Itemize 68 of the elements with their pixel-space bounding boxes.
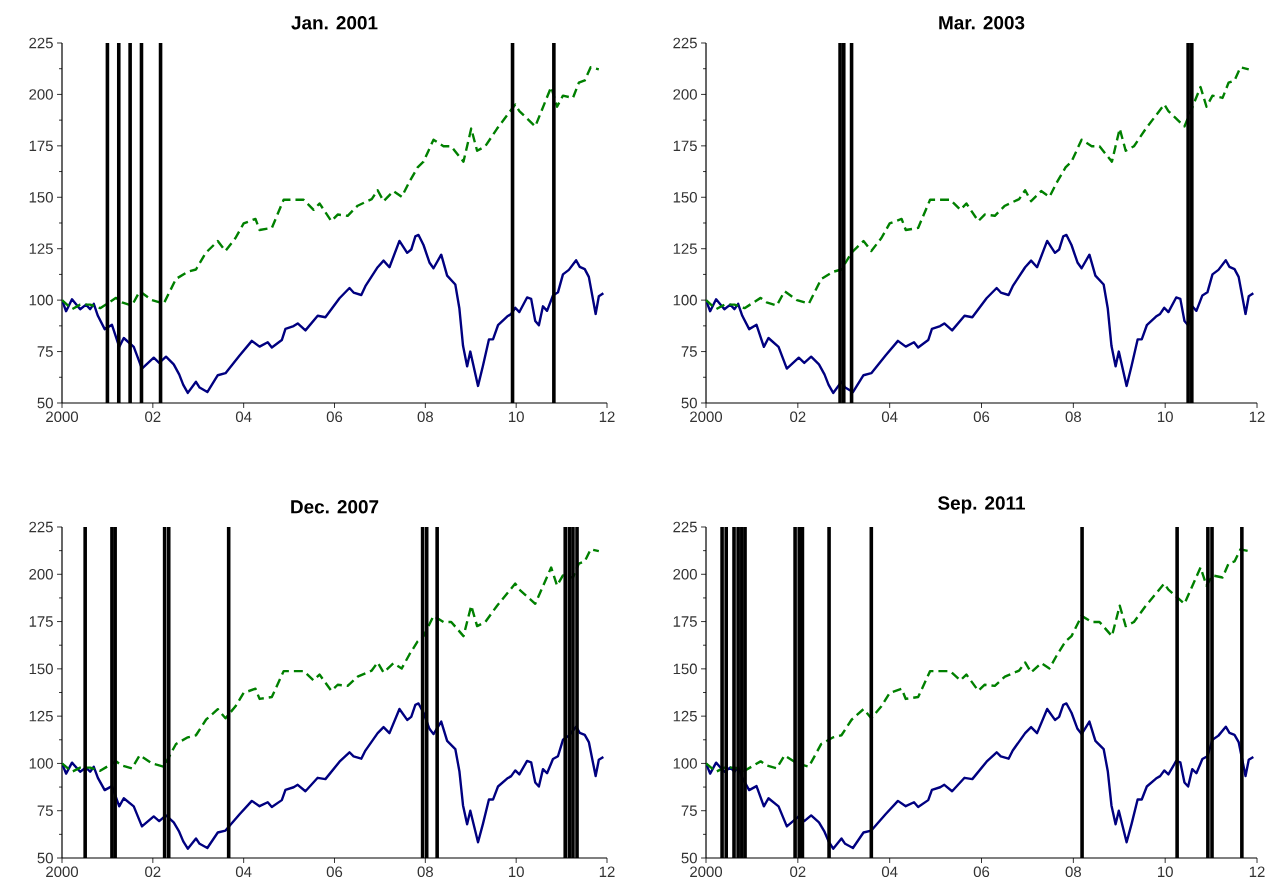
y-tick-label: 50 bbox=[37, 852, 53, 864]
y-tick-label: 225 bbox=[673, 521, 697, 533]
line-series bbox=[62, 233, 605, 395]
x-tick-label: 04 bbox=[235, 411, 252, 423]
y-tick-label: 100 bbox=[673, 294, 697, 306]
y-tick-label: 125 bbox=[29, 243, 53, 254]
x-tick-label: 12 bbox=[599, 866, 615, 877]
y-tick-label: 75 bbox=[37, 346, 53, 357]
y-tick-label: 125 bbox=[29, 710, 53, 722]
x-tick-label: 08 bbox=[417, 866, 433, 878]
x-tick-label: 02 bbox=[145, 411, 161, 423]
x-tick-label: 06 bbox=[973, 866, 990, 878]
y-tick-label: 200 bbox=[29, 89, 53, 100]
y-tick-label: 125 bbox=[673, 710, 697, 722]
x-tick-label: 04 bbox=[235, 866, 252, 878]
x-tick-label: 02 bbox=[790, 411, 806, 423]
x-tick-label: 2000 bbox=[690, 411, 723, 423]
chart-title: Dec. 2007 bbox=[291, 500, 379, 514]
x-tick-label: 2000 bbox=[690, 866, 723, 878]
x-tick-label: 06 bbox=[326, 866, 343, 878]
y-tick-label: 200 bbox=[29, 568, 53, 580]
x-tick-label: 2000 bbox=[46, 866, 79, 878]
x-tick-label: 10 bbox=[1158, 411, 1173, 423]
x-tick-label: 08 bbox=[1065, 411, 1081, 423]
y-tick-label: 100 bbox=[29, 294, 53, 306]
y-tick-label: 75 bbox=[681, 346, 697, 357]
line-series bbox=[62, 702, 605, 850]
chart-title: Jan. 2001 bbox=[291, 16, 378, 30]
y-tick-label: 175 bbox=[29, 140, 53, 152]
y-tick-label: 225 bbox=[673, 37, 697, 49]
line-series bbox=[706, 702, 1255, 850]
x-tick-label: 12 bbox=[1249, 411, 1265, 422]
y-tick-label: 225 bbox=[29, 521, 53, 533]
x-tick-label: 02 bbox=[145, 866, 161, 878]
line-series bbox=[706, 233, 1255, 395]
y-tick-label: 75 bbox=[37, 805, 53, 816]
y-tick-label: 225 bbox=[29, 37, 53, 49]
x-tick-label: 12 bbox=[1249, 866, 1265, 877]
y-tick-label: 50 bbox=[681, 852, 697, 864]
chart-title: Sep. 2011 bbox=[938, 496, 1026, 514]
y-tick-label: 50 bbox=[681, 397, 697, 409]
y-tick-label: 150 bbox=[29, 663, 53, 675]
x-tick-label: 08 bbox=[417, 411, 433, 423]
y-tick-label: 200 bbox=[673, 89, 697, 100]
y-tick-label: 50 bbox=[37, 397, 53, 409]
y-tick-label: 125 bbox=[673, 243, 697, 254]
y-tick-label: 150 bbox=[29, 191, 53, 203]
y-tick-label: 200 bbox=[673, 568, 697, 580]
x-tick-label: 12 bbox=[599, 411, 615, 422]
x-tick-label: 10 bbox=[1158, 866, 1173, 878]
x-tick-label: 10 bbox=[509, 866, 524, 878]
y-tick-label: 100 bbox=[673, 758, 697, 769]
x-tick-label: 10 bbox=[509, 411, 524, 423]
y-tick-label: 150 bbox=[673, 663, 697, 675]
x-tick-label: 02 bbox=[790, 866, 806, 878]
x-tick-label: 04 bbox=[881, 411, 898, 423]
chart-title: Mar. 2003 bbox=[939, 16, 1025, 30]
x-tick-label: 04 bbox=[881, 866, 898, 878]
x-tick-label: 06 bbox=[326, 411, 343, 423]
x-tick-label: 08 bbox=[1065, 866, 1081, 878]
y-tick-label: 175 bbox=[673, 140, 697, 152]
y-tick-label: 175 bbox=[673, 616, 697, 627]
x-tick-label: 2000 bbox=[46, 411, 79, 423]
x-tick-label: 06 bbox=[973, 411, 990, 423]
y-tick-label: 150 bbox=[673, 191, 697, 203]
y-tick-label: 75 bbox=[681, 805, 697, 816]
y-tick-label: 100 bbox=[29, 758, 53, 769]
y-tick-label: 175 bbox=[29, 616, 53, 627]
